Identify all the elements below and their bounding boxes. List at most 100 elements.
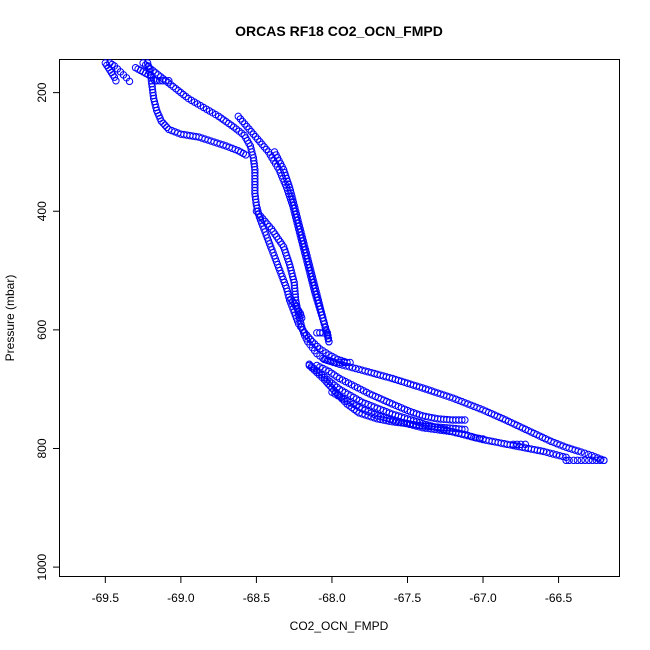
data-point	[330, 386, 338, 394]
data-point	[320, 375, 329, 384]
data-point	[588, 456, 597, 465]
y-tick-label: 800	[35, 438, 49, 458]
data-point	[573, 456, 582, 465]
data-point	[521, 440, 530, 449]
data-point	[249, 130, 258, 138]
data-point	[461, 425, 469, 434]
data-point	[234, 112, 242, 121]
data-point	[509, 440, 517, 449]
data-point	[592, 456, 601, 465]
data-point	[328, 384, 336, 392]
data-point	[252, 207, 261, 215]
data-point	[258, 140, 266, 149]
data-point	[251, 132, 260, 141]
x-tick-label: -69.5	[92, 591, 120, 605]
y-tick-label: 1000	[35, 553, 49, 580]
data-point	[596, 456, 604, 465]
data-point	[345, 402, 354, 410]
data-point	[161, 121, 169, 129]
y-tick-label: 200	[35, 82, 49, 102]
data-point	[468, 432, 476, 441]
y-tick-label: 600	[35, 320, 49, 340]
data-point	[157, 117, 165, 125]
data-point	[325, 338, 333, 346]
data-point	[600, 456, 608, 465]
data-point	[112, 77, 120, 85]
data-point	[350, 405, 359, 414]
x-tick-label: -68.5	[243, 591, 271, 605]
data-point	[159, 119, 167, 127]
data-point	[333, 390, 342, 398]
data-point	[458, 425, 466, 433]
data-point	[335, 392, 344, 400]
data-point	[304, 333, 313, 341]
data-point	[569, 456, 578, 465]
y-axis: 200 400 600 800 1000	[35, 82, 60, 580]
data-point	[475, 434, 483, 443]
data-point	[318, 373, 326, 382]
data-point	[241, 120, 249, 128]
data-point	[305, 361, 313, 370]
x-axis-label: CO2_OCN_FMPD	[290, 619, 389, 633]
data-point	[243, 122, 251, 131]
data-point	[513, 440, 521, 449]
data-point	[461, 416, 469, 424]
x-tick-label: -69.0	[167, 591, 195, 605]
data-point	[332, 388, 340, 396]
data-point	[324, 335, 332, 343]
x-tick-label: -68.0	[318, 591, 346, 605]
data-point	[343, 400, 351, 408]
plot-frame	[59, 59, 620, 577]
x-tick-label: -67.5	[394, 591, 422, 605]
data-point	[265, 222, 274, 231]
y-tick-label: 400	[35, 201, 49, 221]
data-point	[315, 371, 324, 379]
x-tick-label: -66.5	[545, 591, 573, 605]
data-point	[149, 67, 157, 75]
x-tick-label: -67.0	[469, 591, 497, 605]
data-point	[110, 73, 119, 81]
data-point	[577, 456, 585, 465]
data-point	[254, 210, 263, 218]
data-point	[585, 456, 593, 465]
data-point	[348, 403, 356, 412]
y-axis-label: Pressure (mbar)	[3, 275, 17, 362]
data-point	[259, 215, 267, 223]
data-point	[517, 440, 525, 449]
data-point	[458, 416, 466, 424]
data-point	[471, 434, 480, 442]
data-point	[260, 143, 268, 151]
data-point	[581, 449, 589, 457]
data-point	[577, 448, 585, 456]
data-point	[461, 431, 469, 439]
data-point	[338, 395, 346, 403]
data-point	[262, 145, 271, 154]
data-point	[174, 86, 183, 95]
data-point	[125, 77, 134, 86]
data-point	[238, 117, 247, 126]
chart-title: ORCAS RF18 CO2_OCN_FMPD	[235, 23, 443, 39]
data-point	[340, 397, 349, 406]
data-point	[162, 77, 170, 85]
data-point	[298, 314, 306, 322]
data-point	[236, 115, 245, 123]
data-point	[308, 364, 316, 372]
data-point	[479, 435, 487, 443]
data-point	[581, 456, 589, 465]
data-point	[326, 382, 334, 390]
data-point	[310, 366, 319, 374]
x-axis: -69.5 -69.0 -68.5 -68.0 -67.5 -67.0 -66.5	[92, 576, 573, 605]
data-point	[261, 217, 269, 226]
data-points	[101, 59, 608, 465]
data-point	[263, 220, 271, 228]
data-point	[256, 138, 264, 146]
data-point	[247, 127, 255, 136]
data-point	[464, 431, 472, 440]
data-point	[313, 329, 321, 337]
data-point	[254, 135, 262, 143]
data-point	[257, 212, 265, 221]
data-point	[324, 380, 332, 388]
data-point	[245, 125, 253, 133]
data-point	[574, 447, 582, 455]
